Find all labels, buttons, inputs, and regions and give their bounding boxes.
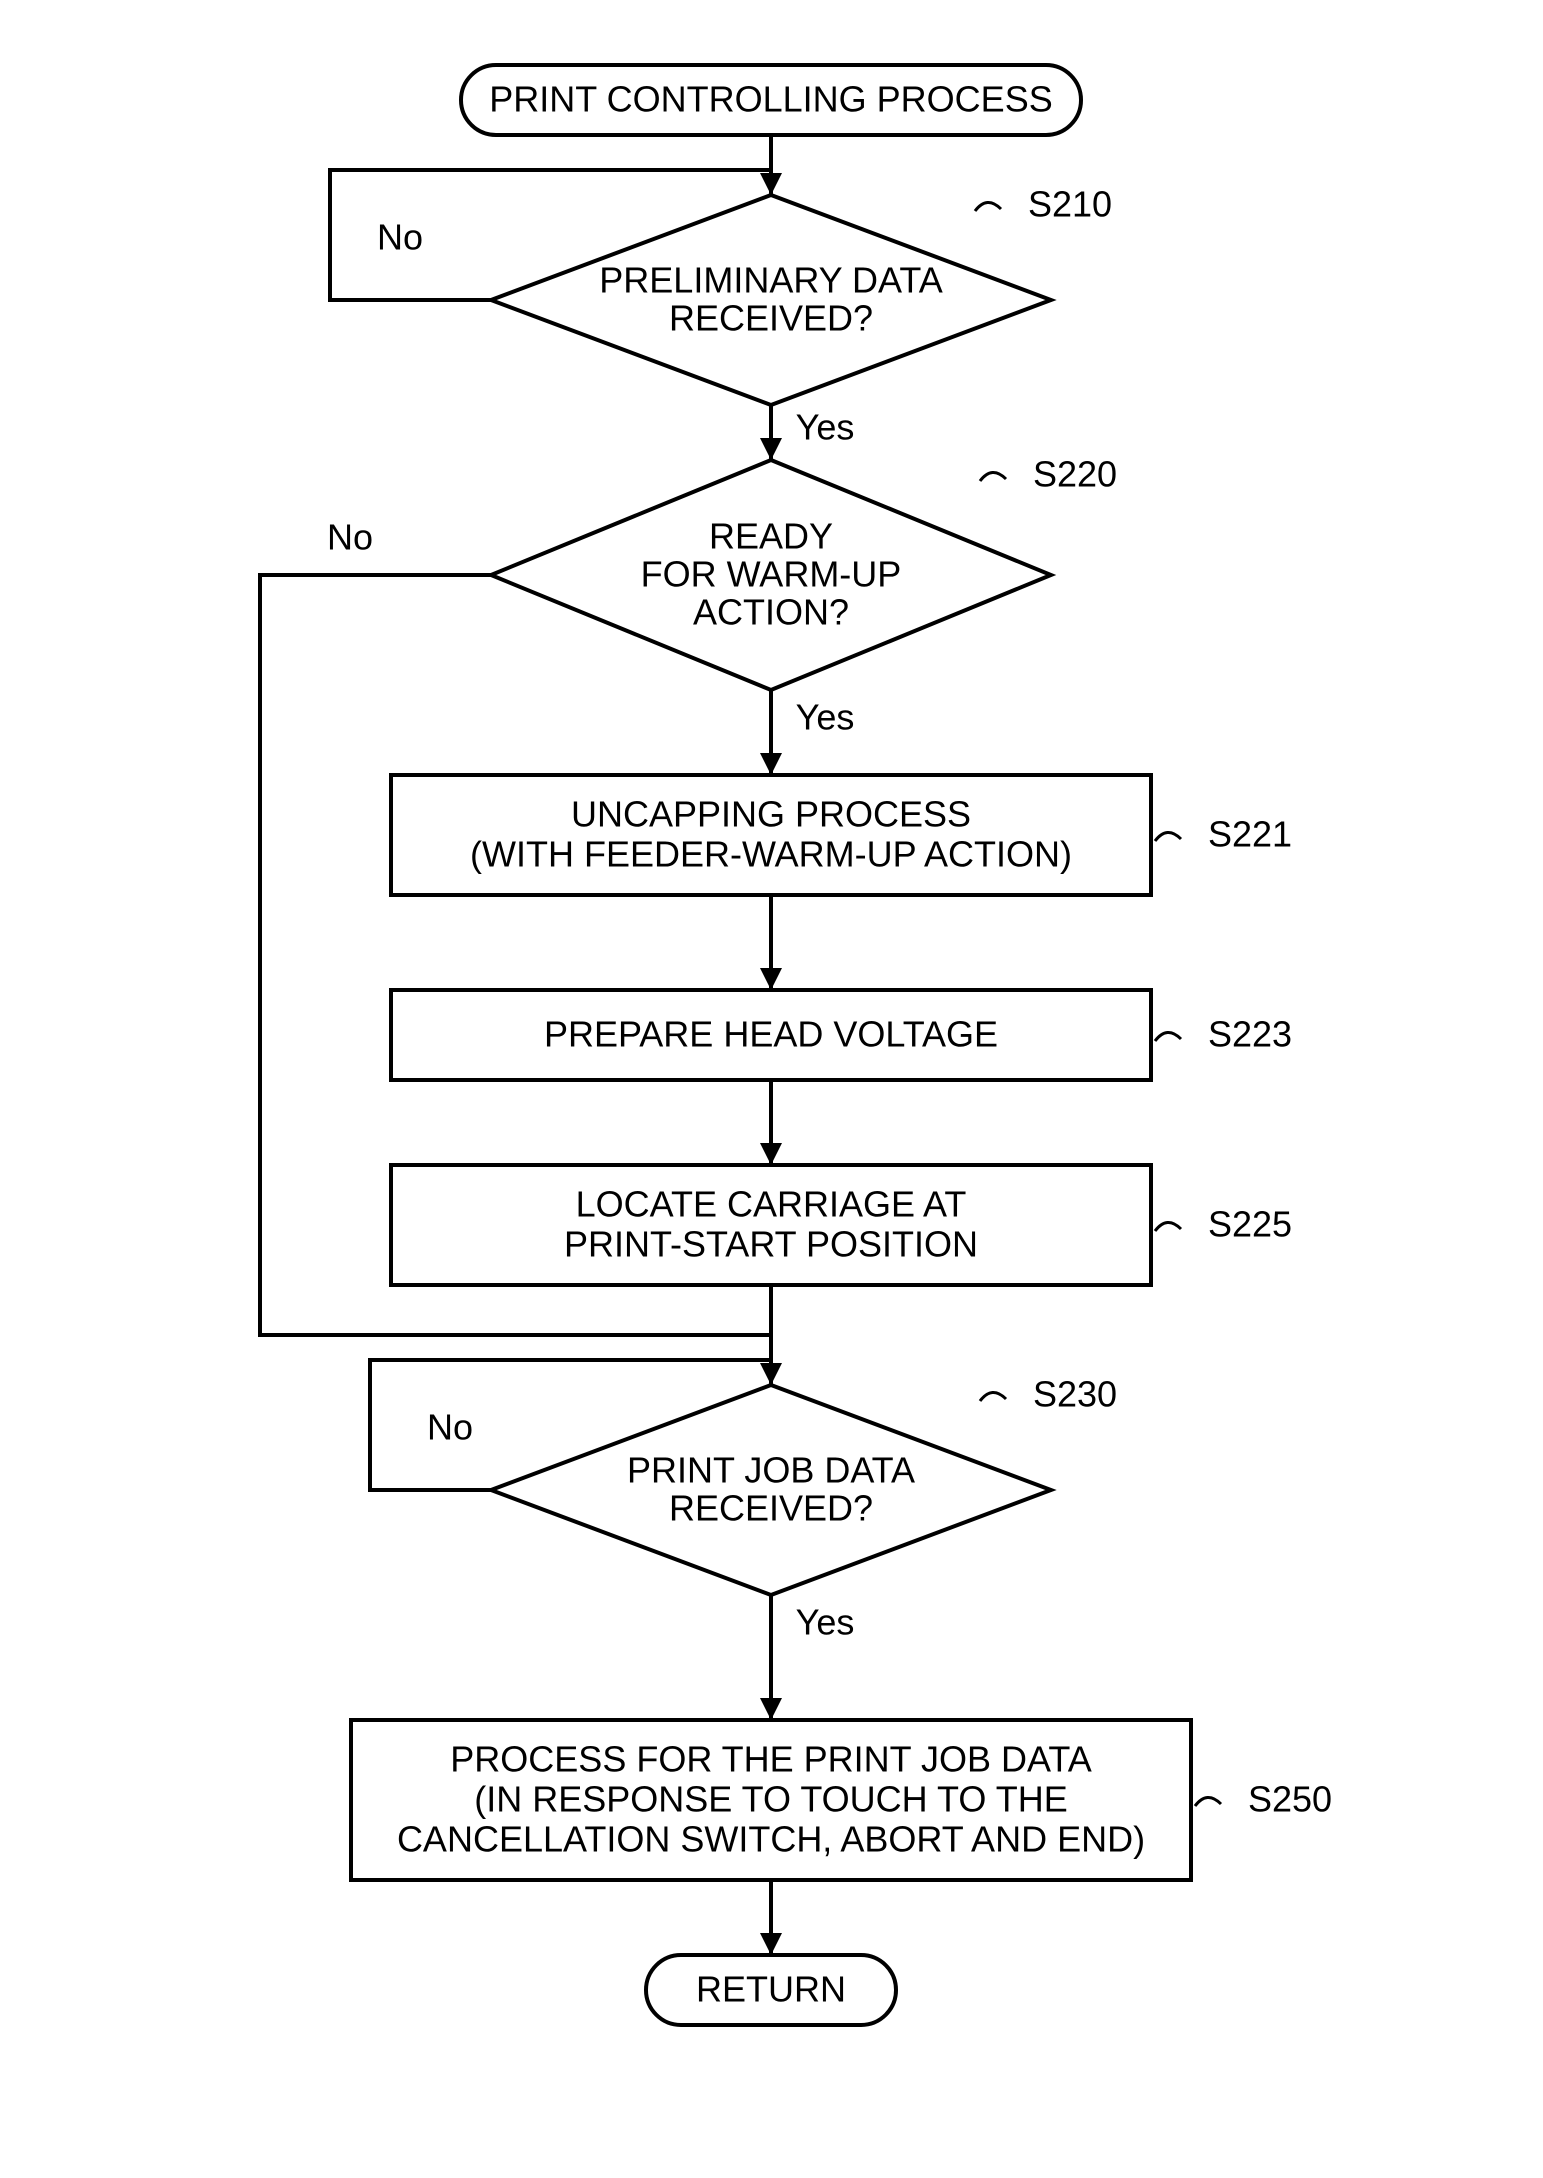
svg-text:S210: S210 <box>1028 184 1112 225</box>
svg-text:PREPARE HEAD VOLTAGE: PREPARE HEAD VOLTAGE <box>544 1014 998 1055</box>
svg-text:RETURN: RETURN <box>696 1969 846 2010</box>
svg-text:PRELIMINARY DATA: PRELIMINARY DATA <box>599 260 942 301</box>
svg-text:RECEIVED?: RECEIVED? <box>669 298 873 339</box>
svg-text:S223: S223 <box>1208 1014 1292 1055</box>
svg-text:S250: S250 <box>1248 1779 1332 1820</box>
svg-text:PRINT JOB DATA: PRINT JOB DATA <box>627 1450 915 1491</box>
svg-text:UNCAPPING PROCESS: UNCAPPING PROCESS <box>571 794 971 835</box>
svg-text:Yes: Yes <box>796 1602 855 1643</box>
svg-text:No: No <box>327 517 373 558</box>
svg-text:FOR WARM-UP: FOR WARM-UP <box>641 554 902 595</box>
svg-text:(IN RESPONSE TO TOUCH TO THE: (IN RESPONSE TO TOUCH TO THE <box>474 1779 1067 1820</box>
svg-text:S225: S225 <box>1208 1204 1292 1245</box>
svg-text:RECEIVED?: RECEIVED? <box>669 1488 873 1529</box>
svg-text:READY: READY <box>709 516 833 557</box>
svg-text:S220: S220 <box>1033 454 1117 495</box>
svg-text:No: No <box>377 217 423 258</box>
svg-text:No: No <box>427 1407 473 1448</box>
svg-text:S221: S221 <box>1208 814 1292 855</box>
flowchart-canvas: Yes No Yes No Yes No PRINT CONTROLLING PROCESS… <box>0 0 1543 2178</box>
svg-text:PRINT-START POSITION: PRINT-START POSITION <box>564 1224 978 1265</box>
svg-text:ACTION?: ACTION? <box>693 592 849 633</box>
svg-text:PRINT CONTROLLING PROCESS: PRINT CONTROLLING PROCESS <box>489 79 1052 120</box>
svg-text:(WITH FEEDER-WARM-UP ACTION): (WITH FEEDER-WARM-UP ACTION) <box>470 834 1072 875</box>
svg-text:CANCELLATION SWITCH, ABORT AND: CANCELLATION SWITCH, ABORT AND END) <box>397 1819 1145 1860</box>
svg-text:S230: S230 <box>1033 1374 1117 1415</box>
svg-text:PROCESS FOR THE PRINT JOB DATA: PROCESS FOR THE PRINT JOB DATA <box>450 1739 1091 1780</box>
svg-text:Yes: Yes <box>796 407 855 448</box>
svg-text:Yes: Yes <box>796 697 855 738</box>
svg-text:LOCATE CARRIAGE AT: LOCATE CARRIAGE AT <box>576 1184 967 1225</box>
